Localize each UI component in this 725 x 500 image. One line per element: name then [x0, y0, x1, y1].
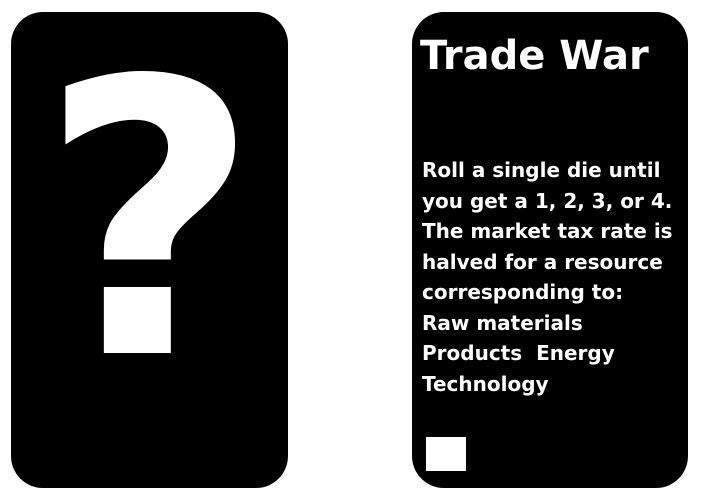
card-back[interactable]: ? — [11, 12, 288, 488]
event-card[interactable]: Trade War Roll a single die until you ge… — [412, 12, 688, 488]
question-mark-icon: ? — [39, 12, 260, 443]
description-line: halved for a resource — [422, 249, 663, 274]
description-line: corresponding to: — [422, 280, 624, 304]
description-line: Roll a single die until — [422, 158, 661, 182]
description-line: Technology — [422, 371, 549, 396]
card-description: Roll a single die until you get a 1, 2, … — [422, 155, 684, 399]
description-line: The market tax rate is — [422, 219, 673, 243]
card-title: Trade War — [420, 33, 649, 79]
description-line: Products Energy — [422, 341, 615, 365]
description-line: you get a 1, 2, 3, or 4. — [422, 188, 673, 213]
description-line: Raw materials — [422, 310, 583, 335]
card-marker-square — [426, 437, 466, 471]
